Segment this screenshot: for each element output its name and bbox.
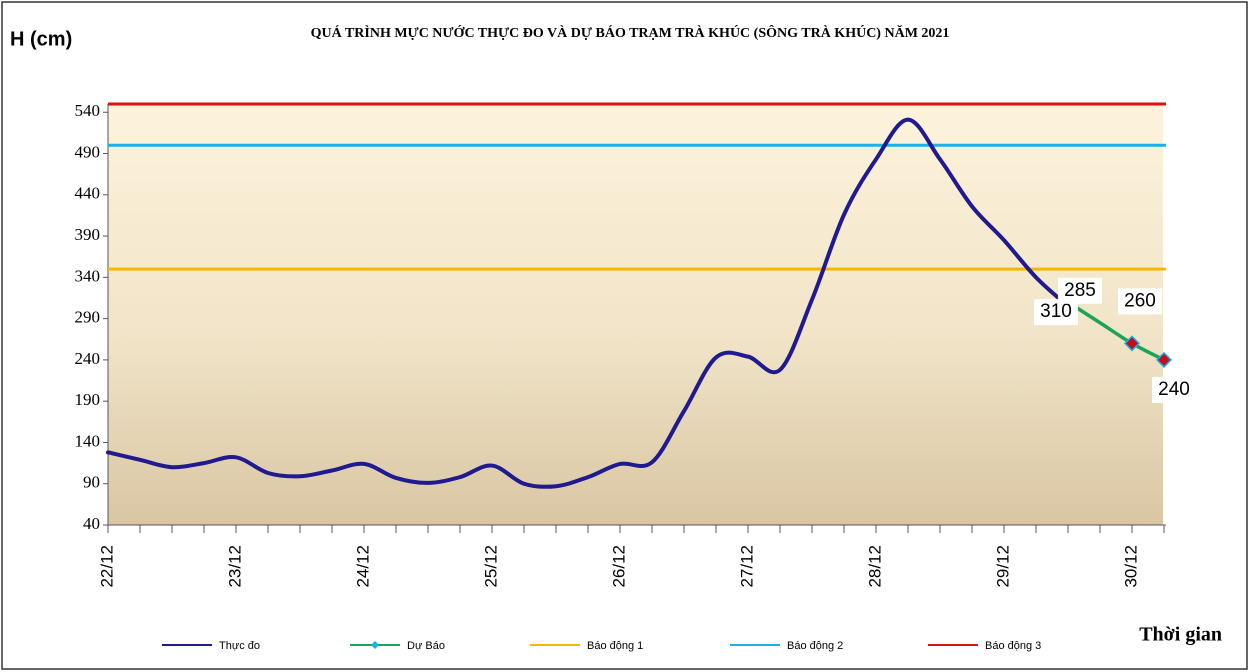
x-tick-label: 23/12 bbox=[225, 545, 244, 588]
y-tick-label: 490 bbox=[75, 142, 101, 161]
y-tick-label: 40 bbox=[83, 514, 100, 533]
label-bg bbox=[1118, 288, 1162, 315]
y-tick-label: 90 bbox=[83, 473, 100, 492]
x-tick-label: 27/12 bbox=[737, 545, 756, 588]
label-bg bbox=[1152, 376, 1196, 403]
legend-label: Báo động 1 bbox=[587, 640, 643, 652]
y-tick-label: 340 bbox=[75, 266, 101, 285]
series-line bbox=[106, 117, 1070, 489]
data-label: 285 bbox=[1064, 280, 1096, 301]
y-tick-label: 390 bbox=[75, 225, 101, 244]
plot-area bbox=[108, 104, 1163, 525]
legend-marker bbox=[371, 641, 379, 649]
data-label: 260 bbox=[1124, 290, 1156, 311]
x-axis-title: Thời gian bbox=[1139, 624, 1222, 646]
x-tick-label: 24/12 bbox=[353, 545, 372, 588]
series-line bbox=[1066, 300, 1166, 362]
label-bg bbox=[1058, 277, 1102, 304]
legend-label: Báo động 2 bbox=[787, 640, 843, 652]
x-tick-label: 29/12 bbox=[993, 545, 1012, 588]
x-tick-label: 28/12 bbox=[865, 545, 884, 588]
legend-label: Báo động 3 bbox=[985, 640, 1041, 652]
x-tick-label: 25/12 bbox=[481, 545, 500, 588]
y-tick-label: 540 bbox=[75, 101, 101, 120]
marker bbox=[1155, 351, 1173, 368]
y-tick-label: 190 bbox=[75, 390, 101, 409]
data-label: 240 bbox=[1158, 379, 1190, 400]
legend-label: Dự Báo bbox=[407, 640, 445, 652]
data-label: 310 bbox=[1040, 301, 1072, 322]
legend-label: Thực đo bbox=[219, 640, 260, 652]
x-tick-label: 26/12 bbox=[609, 545, 628, 588]
chart-title: QUÁ TRÌNH MỰC NƯỚC THỰC ĐO VÀ DỰ BÁO TRẠ… bbox=[311, 24, 950, 41]
marker bbox=[1123, 335, 1141, 352]
y-tick-label: 140 bbox=[75, 431, 101, 450]
x-tick-label: 30/12 bbox=[1121, 545, 1140, 588]
y-axis-title: H (cm) bbox=[10, 28, 72, 50]
y-tick-label: 440 bbox=[75, 184, 101, 203]
x-tick-label: 22/12 bbox=[97, 545, 116, 588]
y-tick-label: 290 bbox=[75, 308, 101, 327]
y-tick-label: 240 bbox=[75, 349, 101, 368]
